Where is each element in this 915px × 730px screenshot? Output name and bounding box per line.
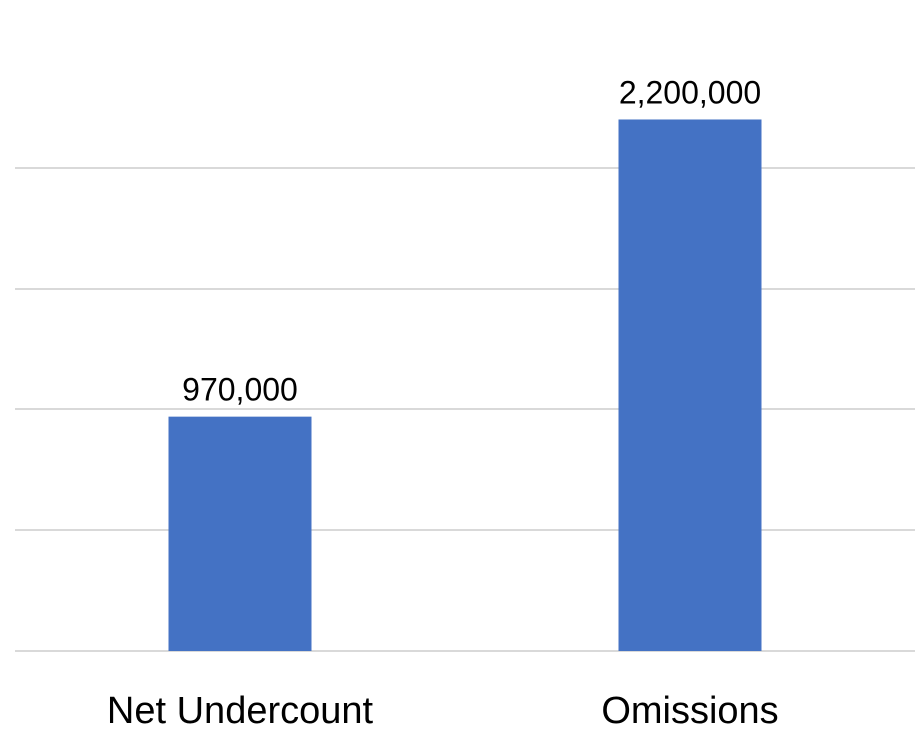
- bar-net-undercount: [168, 416, 312, 651]
- category-label-omissions: Omissions: [601, 690, 778, 730]
- bar-omissions: [618, 119, 762, 652]
- bars: [168, 119, 762, 652]
- data-label-net-undercount: 970,000: [182, 372, 298, 408]
- data-label-omissions: 2,200,000: [619, 74, 761, 110]
- category-label-net-undercount: Net Undercount: [107, 690, 374, 730]
- category-tick-labels: Net Undercount Omissions: [107, 690, 779, 730]
- data-labels: 970,000 2,200,000: [182, 74, 761, 407]
- gridlines: [15, 167, 915, 652]
